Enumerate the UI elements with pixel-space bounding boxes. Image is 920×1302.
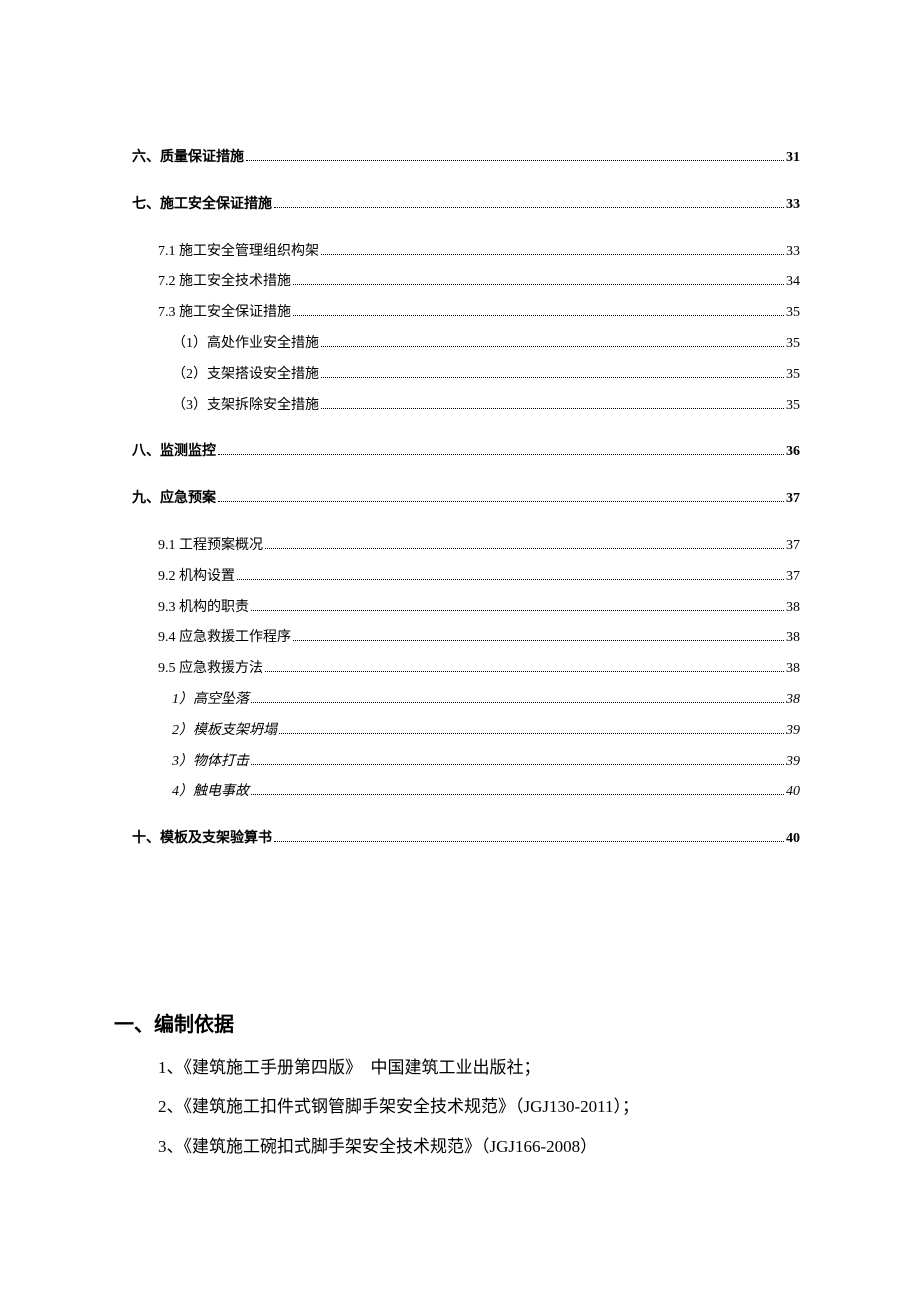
table-of-contents: 六、质量保证措施31七、施工安全保证措施337.1 施工安全管理组织构架337.… (120, 150, 800, 848)
toc-entry: 7.1 施工安全管理组织构架 33 (158, 244, 800, 261)
document-body: 一、编制依据 1、《建筑施工手册第四版》 中国建筑工业出版社； 2、《建筑施工扣件… (114, 1008, 800, 1160)
toc-leader-dots (293, 284, 784, 285)
toc-leader-dots (321, 377, 784, 378)
toc-page-number: 33 (786, 197, 800, 214)
toc-page-number: 40 (786, 831, 800, 848)
toc-label: 十、模板及支架验算书 (132, 831, 272, 848)
toc-entry: 9.4 应急救援工作程序 38 (158, 630, 800, 647)
toc-label: 7.2 施工安全技术措施 (158, 274, 291, 291)
toc-label: 7.1 施工安全管理组织构架 (158, 244, 319, 261)
toc-entry: 2）模板支架坍塌 39 (172, 723, 800, 740)
toc-label: 7.3 施工安全保证措施 (158, 305, 291, 322)
toc-label: 9.2 机构设置 (158, 569, 235, 586)
toc-leader-dots (321, 346, 784, 347)
toc-leader-dots (265, 548, 784, 549)
toc-leader-dots (246, 160, 784, 161)
toc-entry: 7.3 施工安全保证措施 35 (158, 305, 800, 322)
toc-page-number: 39 (786, 723, 800, 740)
toc-page-number: 38 (786, 692, 800, 709)
toc-entry: 9.1 工程预案概况 37 (158, 538, 800, 555)
toc-leader-dots (274, 841, 784, 842)
toc-entry: 九、应急预案 37 (132, 491, 800, 508)
toc-label: 八、监测监控 (132, 444, 216, 461)
toc-entry: 七、施工安全保证措施 33 (132, 197, 800, 214)
toc-page-number: 37 (786, 569, 800, 586)
toc-entry: 4）触电事故 40 (172, 784, 800, 801)
body-paragraph: 3、《建筑施工碗扣式脚手架安全技术规范》（JGJ166-2008） (158, 1134, 800, 1160)
toc-page-number: 40 (786, 784, 800, 801)
toc-entry: 八、监测监控 36 (132, 444, 800, 461)
section-heading: 一、编制依据 (114, 1008, 800, 1037)
toc-page-number: 38 (786, 630, 800, 647)
toc-leader-dots (218, 454, 784, 455)
toc-entry: 7.2 施工安全技术措施 34 (158, 274, 800, 291)
toc-entry: 9.5 应急救援方法 38 (158, 661, 800, 678)
toc-leader-dots (251, 702, 784, 703)
toc-entry: 六、质量保证措施 31 (132, 150, 800, 167)
toc-label: 3）物体打击 (172, 754, 249, 771)
toc-leader-dots (279, 733, 784, 734)
toc-leader-dots (237, 579, 784, 580)
toc-label: 9.4 应急救援工作程序 (158, 630, 291, 647)
toc-entry: 9.3 机构的职责 38 (158, 600, 800, 617)
toc-page-number: 31 (786, 150, 800, 167)
toc-page-number: 38 (786, 661, 800, 678)
toc-label: （1）高处作业安全措施 (172, 336, 319, 353)
toc-label: 9.3 机构的职责 (158, 600, 249, 617)
toc-label: 9.5 应急救援方法 (158, 661, 263, 678)
toc-page-number: 35 (786, 336, 800, 353)
toc-page-number: 34 (786, 274, 800, 291)
toc-entry: 十、模板及支架验算书 40 (132, 831, 800, 848)
toc-leader-dots (321, 408, 784, 409)
toc-entry: 3）物体打击 39 (172, 754, 800, 771)
toc-label: 4）触电事故 (172, 784, 249, 801)
body-paragraph: 1、《建筑施工手册第四版》 中国建筑工业出版社； (158, 1055, 800, 1081)
toc-page-number: 37 (786, 538, 800, 555)
toc-leader-dots (251, 764, 784, 765)
toc-page-number: 35 (786, 398, 800, 415)
toc-entry: （3）支架拆除安全措施 35 (172, 398, 800, 415)
toc-entry: 1）高空坠落 38 (172, 692, 800, 709)
toc-page-number: 37 (786, 491, 800, 508)
toc-page-number: 33 (786, 244, 800, 261)
toc-leader-dots (321, 254, 784, 255)
toc-leader-dots (251, 794, 784, 795)
toc-leader-dots (265, 671, 784, 672)
toc-label: 9.1 工程预案概况 (158, 538, 263, 555)
toc-page-number: 35 (786, 305, 800, 322)
toc-page-number: 39 (786, 754, 800, 771)
toc-leader-dots (293, 640, 784, 641)
toc-entry: （1）高处作业安全措施 35 (172, 336, 800, 353)
toc-leader-dots (274, 207, 784, 208)
toc-label: 九、应急预案 (132, 491, 216, 508)
toc-leader-dots (251, 610, 784, 611)
toc-leader-dots (218, 501, 784, 502)
toc-entry: 9.2 机构设置 37 (158, 569, 800, 586)
toc-entry: （2）支架搭设安全措施 35 (172, 367, 800, 384)
toc-label: （3）支架拆除安全措施 (172, 398, 319, 415)
toc-label: 六、质量保证措施 (132, 150, 244, 167)
body-paragraph: 2、《建筑施工扣件式钢管脚手架安全技术规范》（JGJ130-2011）； (158, 1094, 800, 1120)
toc-page-number: 36 (786, 444, 800, 461)
toc-label: （2）支架搭设安全措施 (172, 367, 319, 384)
toc-page-number: 35 (786, 367, 800, 384)
toc-leader-dots (293, 315, 784, 316)
toc-page-number: 38 (786, 600, 800, 617)
toc-label: 2）模板支架坍塌 (172, 723, 277, 740)
toc-label: 1）高空坠落 (172, 692, 249, 709)
toc-label: 七、施工安全保证措施 (132, 197, 272, 214)
